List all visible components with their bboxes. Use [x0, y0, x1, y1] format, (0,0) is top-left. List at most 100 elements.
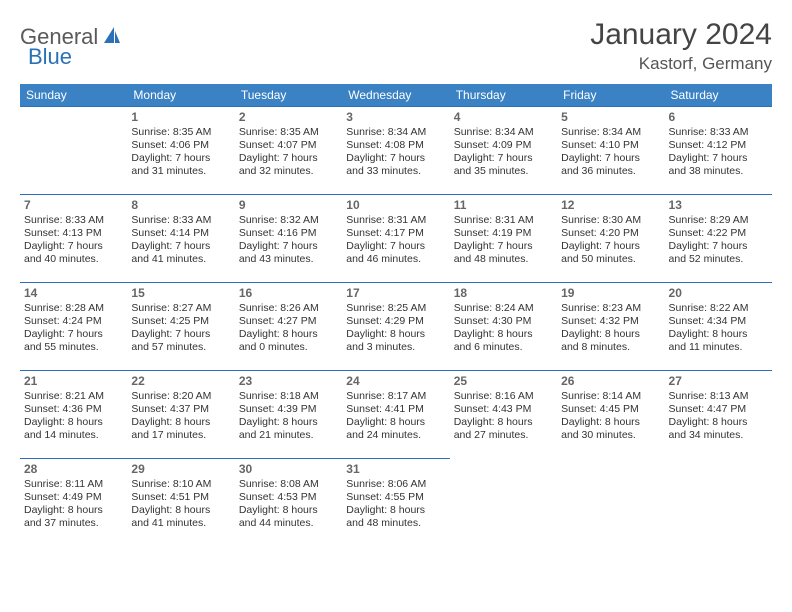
daylight-text: and 32 minutes.	[239, 165, 338, 178]
day-cell: 30Sunrise: 8:08 AMSunset: 4:53 PMDayligh…	[235, 459, 342, 547]
daylight-text: and 33 minutes.	[346, 165, 445, 178]
daylight-text: Daylight: 8 hours	[24, 416, 123, 429]
daylight-text: Daylight: 7 hours	[454, 240, 553, 253]
day-number: 23	[239, 374, 338, 389]
day-number: 25	[454, 374, 553, 389]
day-number: 10	[346, 198, 445, 213]
weekday-header: Sunday	[20, 84, 127, 107]
calendar-row: 21Sunrise: 8:21 AMSunset: 4:36 PMDayligh…	[20, 371, 772, 459]
daylight-text: Daylight: 7 hours	[561, 152, 660, 165]
day-cell: 4Sunrise: 8:34 AMSunset: 4:09 PMDaylight…	[450, 107, 557, 195]
daylight-text: Daylight: 7 hours	[239, 152, 338, 165]
sunset-text: Sunset: 4:22 PM	[669, 227, 768, 240]
daylight-text: and 37 minutes.	[24, 517, 123, 530]
day-cell: 2Sunrise: 8:35 AMSunset: 4:07 PMDaylight…	[235, 107, 342, 195]
daylight-text: and 8 minutes.	[561, 341, 660, 354]
sunset-text: Sunset: 4:14 PM	[131, 227, 230, 240]
day-cell: 25Sunrise: 8:16 AMSunset: 4:43 PMDayligh…	[450, 371, 557, 459]
calendar-row: 14Sunrise: 8:28 AMSunset: 4:24 PMDayligh…	[20, 283, 772, 371]
daylight-text: Daylight: 7 hours	[24, 240, 123, 253]
sunrise-text: Sunrise: 8:34 AM	[561, 126, 660, 139]
weekday-header: Friday	[557, 84, 664, 107]
daylight-text: Daylight: 7 hours	[454, 152, 553, 165]
day-number: 27	[669, 374, 768, 389]
empty-cell	[450, 459, 557, 547]
sunrise-text: Sunrise: 8:23 AM	[561, 302, 660, 315]
daylight-text: and 11 minutes.	[669, 341, 768, 354]
sunrise-text: Sunrise: 8:10 AM	[131, 478, 230, 491]
day-cell: 24Sunrise: 8:17 AMSunset: 4:41 PMDayligh…	[342, 371, 449, 459]
day-cell: 15Sunrise: 8:27 AMSunset: 4:25 PMDayligh…	[127, 283, 234, 371]
sunrise-text: Sunrise: 8:24 AM	[454, 302, 553, 315]
daylight-text: and 44 minutes.	[239, 517, 338, 530]
daylight-text: and 46 minutes.	[346, 253, 445, 266]
sunrise-text: Sunrise: 8:32 AM	[239, 214, 338, 227]
daylight-text: and 31 minutes.	[131, 165, 230, 178]
day-number: 16	[239, 286, 338, 301]
empty-cell	[20, 107, 127, 195]
weekday-header: Saturday	[665, 84, 772, 107]
sunset-text: Sunset: 4:53 PM	[239, 491, 338, 504]
day-number: 30	[239, 462, 338, 477]
empty-cell	[557, 459, 664, 547]
daylight-text: Daylight: 7 hours	[669, 240, 768, 253]
daylight-text: and 41 minutes.	[131, 517, 230, 530]
daylight-text: and 35 minutes.	[454, 165, 553, 178]
sunset-text: Sunset: 4:25 PM	[131, 315, 230, 328]
sunset-text: Sunset: 4:55 PM	[346, 491, 445, 504]
sunset-text: Sunset: 4:47 PM	[669, 403, 768, 416]
sunset-text: Sunset: 4:08 PM	[346, 139, 445, 152]
daylight-text: Daylight: 7 hours	[131, 152, 230, 165]
daylight-text: and 50 minutes.	[561, 253, 660, 266]
day-number: 9	[239, 198, 338, 213]
day-number: 13	[669, 198, 768, 213]
sunset-text: Sunset: 4:51 PM	[131, 491, 230, 504]
daylight-text: and 3 minutes.	[346, 341, 445, 354]
day-cell: 27Sunrise: 8:13 AMSunset: 4:47 PMDayligh…	[665, 371, 772, 459]
weekday-header: Tuesday	[235, 84, 342, 107]
daylight-text: and 6 minutes.	[454, 341, 553, 354]
daylight-text: and 0 minutes.	[239, 341, 338, 354]
daylight-text: and 38 minutes.	[669, 165, 768, 178]
calendar-row: 28Sunrise: 8:11 AMSunset: 4:49 PMDayligh…	[20, 459, 772, 547]
sunset-text: Sunset: 4:39 PM	[239, 403, 338, 416]
daylight-text: Daylight: 7 hours	[561, 240, 660, 253]
daylight-text: Daylight: 8 hours	[239, 328, 338, 341]
daylight-text: and 40 minutes.	[24, 253, 123, 266]
sunrise-text: Sunrise: 8:27 AM	[131, 302, 230, 315]
sunset-text: Sunset: 4:20 PM	[561, 227, 660, 240]
sunrise-text: Sunrise: 8:22 AM	[669, 302, 768, 315]
weekday-header: Monday	[127, 84, 234, 107]
sunrise-text: Sunrise: 8:11 AM	[24, 478, 123, 491]
day-cell: 26Sunrise: 8:14 AMSunset: 4:45 PMDayligh…	[557, 371, 664, 459]
daylight-text: and 48 minutes.	[454, 253, 553, 266]
day-cell: 31Sunrise: 8:06 AMSunset: 4:55 PMDayligh…	[342, 459, 449, 547]
day-cell: 13Sunrise: 8:29 AMSunset: 4:22 PMDayligh…	[665, 195, 772, 283]
daylight-text: Daylight: 8 hours	[239, 504, 338, 517]
daylight-text: and 55 minutes.	[24, 341, 123, 354]
daylight-text: Daylight: 8 hours	[131, 416, 230, 429]
daylight-text: Daylight: 8 hours	[346, 504, 445, 517]
sunrise-text: Sunrise: 8:26 AM	[239, 302, 338, 315]
sunrise-text: Sunrise: 8:18 AM	[239, 390, 338, 403]
sunset-text: Sunset: 4:06 PM	[131, 139, 230, 152]
day-cell: 19Sunrise: 8:23 AMSunset: 4:32 PMDayligh…	[557, 283, 664, 371]
sail-icon	[102, 25, 122, 50]
sunrise-text: Sunrise: 8:16 AM	[454, 390, 553, 403]
day-cell: 11Sunrise: 8:31 AMSunset: 4:19 PMDayligh…	[450, 195, 557, 283]
sunset-text: Sunset: 4:12 PM	[669, 139, 768, 152]
day-cell: 22Sunrise: 8:20 AMSunset: 4:37 PMDayligh…	[127, 371, 234, 459]
daylight-text: Daylight: 8 hours	[669, 328, 768, 341]
sunset-text: Sunset: 4:07 PM	[239, 139, 338, 152]
day-cell: 3Sunrise: 8:34 AMSunset: 4:08 PMDaylight…	[342, 107, 449, 195]
daylight-text: Daylight: 7 hours	[669, 152, 768, 165]
sunrise-text: Sunrise: 8:13 AM	[669, 390, 768, 403]
day-number: 19	[561, 286, 660, 301]
day-number: 12	[561, 198, 660, 213]
sunset-text: Sunset: 4:27 PM	[239, 315, 338, 328]
sunrise-text: Sunrise: 8:33 AM	[24, 214, 123, 227]
daylight-text: Daylight: 8 hours	[131, 504, 230, 517]
sunset-text: Sunset: 4:13 PM	[24, 227, 123, 240]
sunset-text: Sunset: 4:09 PM	[454, 139, 553, 152]
page-title: January 2024	[590, 18, 772, 52]
